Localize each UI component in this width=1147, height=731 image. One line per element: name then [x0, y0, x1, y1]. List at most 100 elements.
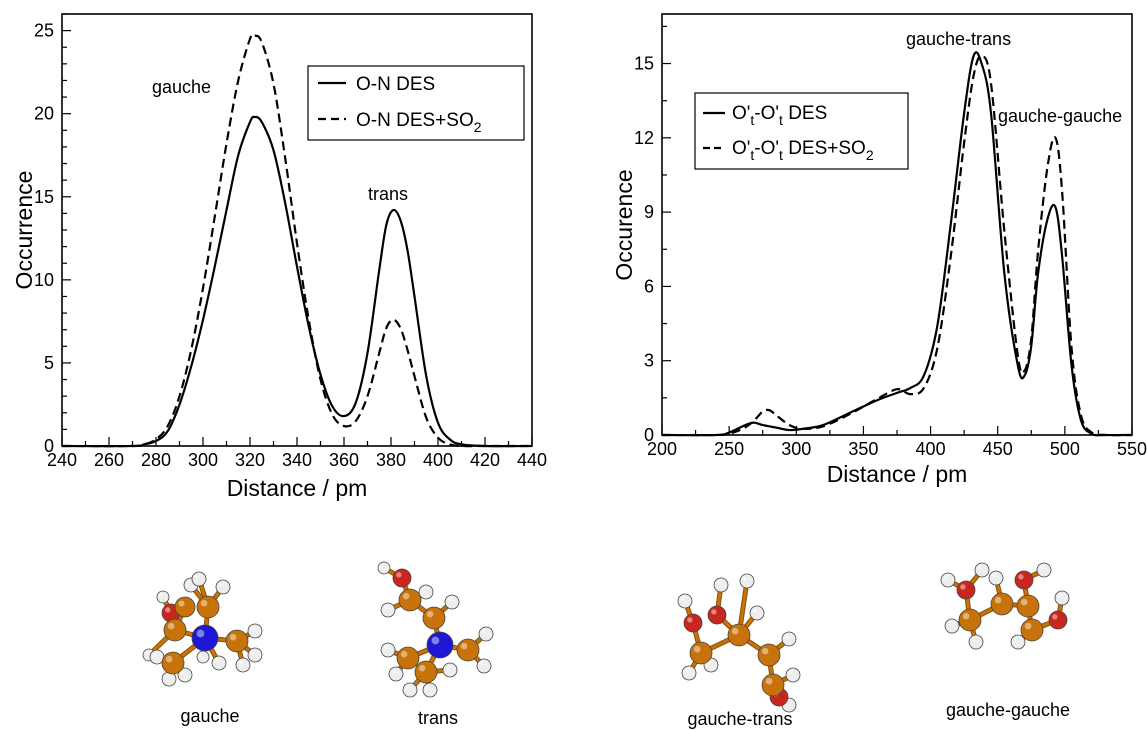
- hydrogen-atom: [1010, 634, 1026, 650]
- atom-shine: [391, 669, 396, 674]
- atom-shine: [229, 633, 237, 641]
- y-axis-title: Occurrence: [11, 171, 37, 290]
- atom-shine: [199, 653, 203, 657]
- atom-shine: [164, 674, 169, 679]
- atom-shine: [380, 564, 384, 568]
- atom-shine: [711, 609, 717, 615]
- atom-shine: [180, 670, 185, 675]
- series-line-solid: [61, 115, 533, 448]
- oxygen-atom: [392, 568, 412, 588]
- atom-shine: [426, 610, 434, 618]
- y-tick-label: 15: [34, 187, 54, 207]
- atom-shine: [447, 597, 452, 602]
- atom-shine: [421, 587, 426, 592]
- carbon-atom: [163, 618, 187, 642]
- carbon-atom: [396, 646, 420, 670]
- legend-label-des: O-N DES: [356, 74, 435, 95]
- carbon-atom: [990, 592, 1014, 616]
- carbon-atom: [414, 660, 438, 684]
- occurrence-chart-ot-ot: 200 250 300 350 400 450 500 550 0 3 6 9 12 15 Distanc…: [611, 13, 1147, 487]
- atom-shine: [431, 636, 440, 645]
- series-line-solid: [661, 51, 1133, 437]
- carbon-atom: [398, 588, 422, 612]
- atom-shine: [178, 600, 185, 607]
- atom-shine: [396, 572, 402, 578]
- legend-label-des: O't-O't DES: [732, 103, 827, 128]
- atom-shine: [383, 645, 388, 650]
- carbon-atom: [161, 651, 185, 675]
- atom-shine: [165, 655, 173, 663]
- molecule-2: trans: [377, 561, 494, 728]
- hydrogen-atom: [191, 571, 207, 587]
- carbon-atom: [689, 641, 713, 665]
- atom-shine: [460, 642, 468, 650]
- legend-box: [307, 65, 525, 141]
- hydrogen-atom: [156, 590, 170, 604]
- atom-shine: [167, 622, 175, 630]
- x-tick-label: 400: [916, 439, 946, 459]
- carbon-atom: [1016, 594, 1040, 618]
- annotation-gauche-trans: gauche-trans: [906, 29, 1011, 49]
- hydrogen-atom: [781, 631, 797, 647]
- axis-ticks: 240 260 280 300 320 340 360 380 400 420 440 0 5 10 15 2…: [34, 13, 547, 470]
- hydrogen-atom: [974, 562, 990, 578]
- atom-shine: [196, 629, 205, 638]
- hydrogen-atom: [739, 573, 755, 589]
- series-line-dashed: [661, 54, 1133, 437]
- atom-shine: [693, 645, 701, 653]
- oxygen-atom: [956, 580, 976, 600]
- carbon-atom: [174, 596, 196, 618]
- hydrogen-atom: [1054, 590, 1070, 606]
- hydrogen-atom: [247, 623, 263, 639]
- atom-shine: [418, 664, 426, 672]
- hydrogen-atom: [444, 594, 460, 610]
- hydrogen-atom: [1036, 562, 1052, 578]
- y-tick-label: 25: [34, 21, 54, 41]
- x-tick-label: 420: [470, 450, 500, 470]
- atom-shine: [765, 677, 773, 685]
- y-tick-label: 5: [44, 353, 54, 373]
- atom-shine: [400, 650, 408, 658]
- y-axis-title: Occurence: [611, 169, 637, 280]
- x-tick-label: 300: [188, 450, 218, 470]
- atom-shine: [687, 617, 693, 623]
- hydrogen-atom: [677, 593, 693, 609]
- legend-box: [694, 92, 909, 170]
- x-tick-label: 450: [983, 439, 1013, 459]
- atom-shine: [731, 627, 739, 635]
- carbon-atom: [757, 643, 781, 667]
- carbon-atom: [1020, 618, 1044, 642]
- y-tick-label: 20: [34, 104, 54, 124]
- atom-shine: [742, 576, 747, 581]
- y-tick-label: 15: [634, 54, 654, 74]
- atom-shine: [214, 658, 219, 663]
- molecule-1: gauche: [142, 571, 263, 726]
- series-line-dashed: [61, 33, 532, 448]
- atom-shine: [977, 565, 982, 570]
- atom-shine: [1020, 598, 1028, 606]
- atom-shine: [165, 607, 171, 613]
- x-tick-label: 500: [1050, 439, 1080, 459]
- y-tick-label: 0: [44, 436, 54, 456]
- atom-shine: [1024, 622, 1032, 630]
- x-tick-label: 340: [282, 450, 312, 470]
- hydrogen-atom: [940, 572, 956, 588]
- atom-shine: [250, 626, 255, 631]
- plot-frame: [661, 13, 1133, 436]
- atom-shine: [250, 650, 255, 655]
- x-tick-label: 400: [423, 450, 453, 470]
- oxygen-atom: [683, 613, 703, 633]
- molecule-label: trans: [418, 708, 458, 728]
- atom-shine: [405, 685, 410, 690]
- hydrogen-atom: [968, 634, 984, 650]
- y-tick-label: 10: [34, 270, 54, 290]
- hydrogen-atom: [247, 647, 263, 663]
- hydrogen-atom: [215, 579, 231, 595]
- hydrogen-atom: [944, 618, 960, 634]
- x-tick-label: 250: [714, 439, 744, 459]
- atom-shine: [145, 651, 149, 655]
- x-tick-label: 280: [141, 450, 171, 470]
- hydrogen-atom: [211, 655, 227, 671]
- atom-shine: [788, 670, 793, 675]
- atom-shine: [1018, 574, 1024, 580]
